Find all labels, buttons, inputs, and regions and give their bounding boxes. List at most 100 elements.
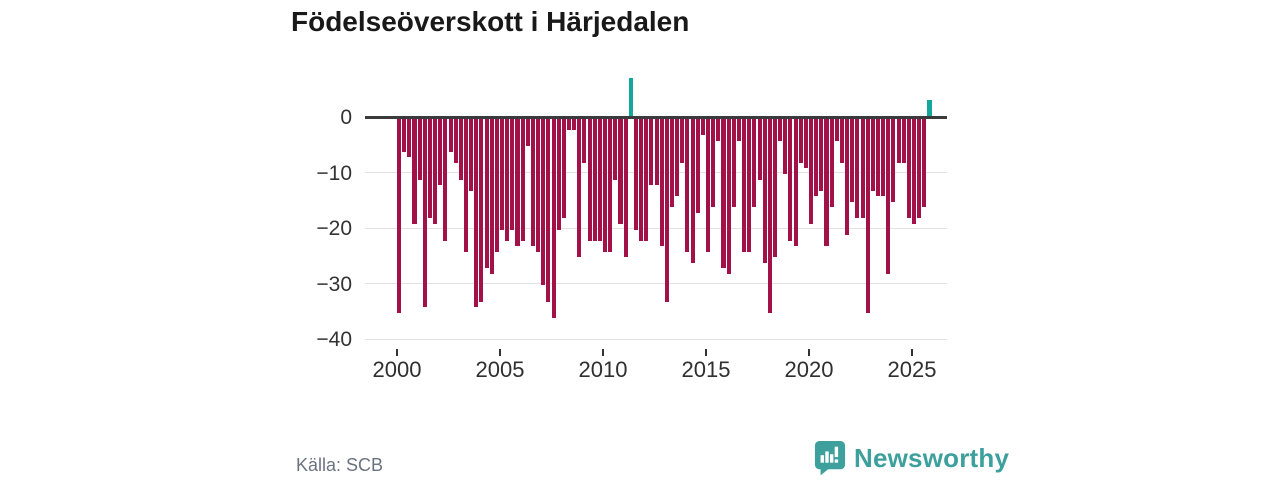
bar bbox=[685, 118, 690, 252]
bar bbox=[896, 118, 901, 163]
bar bbox=[742, 118, 747, 252]
bar bbox=[752, 118, 757, 208]
bar bbox=[633, 118, 638, 230]
x-axis-tick bbox=[911, 349, 913, 356]
bar bbox=[922, 118, 927, 208]
bar bbox=[587, 118, 592, 241]
bar bbox=[778, 118, 783, 141]
x-axis-tick-label: 2005 bbox=[475, 357, 525, 382]
bar bbox=[597, 118, 602, 241]
x-axis-line bbox=[365, 115, 947, 119]
x-axis-tick bbox=[396, 349, 398, 356]
bar bbox=[814, 118, 819, 197]
bar bbox=[809, 118, 814, 224]
bar bbox=[458, 118, 463, 180]
gridline bbox=[365, 283, 947, 284]
bar bbox=[865, 118, 870, 313]
bar bbox=[829, 118, 834, 208]
bar bbox=[664, 118, 669, 302]
bar bbox=[669, 118, 675, 208]
bar bbox=[906, 118, 911, 219]
bar bbox=[639, 118, 644, 241]
bar bbox=[422, 118, 427, 308]
bar bbox=[463, 118, 469, 252]
bar bbox=[572, 118, 577, 130]
chart-title: Födelseöverskott i Härjedalen bbox=[291, 6, 690, 37]
bar bbox=[649, 118, 654, 186]
bar bbox=[566, 118, 572, 130]
bar bbox=[515, 118, 520, 247]
y-axis-tick-label: 0 bbox=[340, 106, 352, 129]
bar bbox=[541, 118, 546, 285]
bar bbox=[875, 118, 881, 197]
bar bbox=[402, 118, 407, 152]
newsworthy-icon bbox=[814, 441, 846, 476]
bar bbox=[783, 118, 788, 174]
bar bbox=[855, 118, 860, 219]
newsworthy-wordmark: Newsworthy bbox=[854, 442, 1010, 473]
bar bbox=[505, 118, 510, 241]
bar bbox=[397, 118, 402, 313]
newsworthy-logo: Newsworthy bbox=[814, 440, 1009, 476]
y-axis-tick-label: −40 bbox=[316, 328, 352, 351]
bar bbox=[654, 118, 659, 186]
bar bbox=[453, 118, 458, 163]
bar bbox=[469, 118, 474, 191]
bar bbox=[489, 118, 494, 274]
bar bbox=[850, 118, 855, 202]
bar bbox=[845, 118, 850, 236]
bar bbox=[613, 118, 618, 180]
bar bbox=[628, 78, 633, 117]
x-axis-tick-label: 2010 bbox=[578, 357, 628, 382]
bar bbox=[824, 118, 829, 247]
bar bbox=[448, 118, 453, 152]
x-axis-tick bbox=[602, 349, 604, 356]
bar bbox=[577, 118, 582, 258]
bar bbox=[891, 118, 896, 202]
bar bbox=[433, 118, 438, 224]
bar bbox=[912, 118, 917, 224]
bar bbox=[901, 118, 906, 163]
bar bbox=[793, 118, 798, 247]
bar bbox=[881, 118, 886, 197]
bar bbox=[747, 118, 752, 252]
source-label: Källa: SCB bbox=[296, 455, 384, 475]
x-axis-tick-label: 2000 bbox=[372, 357, 422, 382]
bar bbox=[731, 118, 736, 208]
y-axis-tick-label: −30 bbox=[316, 272, 352, 296]
bar bbox=[551, 118, 556, 319]
bar bbox=[484, 118, 489, 269]
bar bbox=[618, 118, 623, 224]
x-axis-tick-label: 2015 bbox=[681, 357, 731, 382]
bar bbox=[927, 100, 932, 117]
bar bbox=[407, 118, 412, 158]
bar bbox=[603, 118, 608, 252]
bar bbox=[438, 118, 443, 186]
bar bbox=[839, 118, 844, 163]
bar bbox=[834, 118, 839, 141]
bar bbox=[757, 118, 762, 180]
bar bbox=[556, 118, 561, 230]
bar bbox=[870, 118, 875, 191]
bar bbox=[675, 118, 680, 197]
bar bbox=[860, 118, 865, 219]
bar bbox=[772, 118, 778, 258]
bar bbox=[711, 118, 716, 208]
gridline bbox=[365, 338, 947, 340]
x-axis-tick bbox=[808, 349, 810, 356]
bar bbox=[510, 118, 515, 230]
x-axis-tick bbox=[499, 349, 501, 356]
bar bbox=[917, 118, 922, 219]
bar bbox=[474, 118, 479, 308]
x-axis-tick bbox=[705, 349, 707, 356]
bar bbox=[886, 118, 891, 274]
bar bbox=[644, 118, 649, 241]
bar bbox=[716, 118, 721, 141]
bar bbox=[530, 118, 535, 247]
bar bbox=[417, 118, 422, 180]
bar bbox=[803, 118, 808, 169]
x-axis-tick-label: 2025 bbox=[887, 357, 937, 382]
gridline bbox=[365, 227, 947, 229]
bar bbox=[721, 118, 726, 269]
